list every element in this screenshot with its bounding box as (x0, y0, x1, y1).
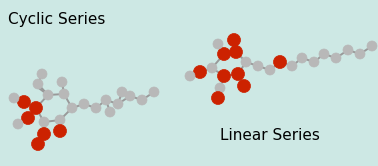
Circle shape (217, 47, 231, 60)
Circle shape (13, 119, 23, 129)
Circle shape (331, 53, 341, 63)
Circle shape (231, 68, 245, 81)
Circle shape (215, 83, 225, 93)
Circle shape (55, 115, 65, 125)
Circle shape (274, 55, 287, 69)
Circle shape (149, 87, 159, 97)
Circle shape (207, 63, 217, 73)
Circle shape (237, 80, 251, 92)
Circle shape (241, 57, 251, 67)
Circle shape (29, 101, 42, 115)
Circle shape (37, 127, 51, 140)
Circle shape (212, 91, 225, 105)
Circle shape (253, 61, 263, 71)
Circle shape (105, 107, 115, 117)
Circle shape (355, 49, 365, 59)
Circle shape (67, 103, 77, 113)
Circle shape (343, 45, 353, 55)
Circle shape (367, 41, 377, 51)
Circle shape (194, 66, 206, 79)
Circle shape (265, 65, 275, 75)
Circle shape (309, 57, 319, 67)
Circle shape (43, 90, 53, 100)
Circle shape (59, 89, 69, 99)
Circle shape (297, 53, 307, 63)
Text: Linear Series: Linear Series (220, 128, 320, 143)
Circle shape (101, 95, 111, 105)
Circle shape (31, 137, 45, 151)
Circle shape (54, 124, 67, 137)
Circle shape (217, 70, 231, 83)
Circle shape (319, 49, 329, 59)
Circle shape (117, 87, 127, 97)
Circle shape (33, 79, 43, 89)
Circle shape (228, 34, 240, 46)
Circle shape (125, 91, 135, 101)
Circle shape (22, 112, 34, 124)
Circle shape (137, 95, 147, 105)
Circle shape (39, 117, 49, 127)
Circle shape (229, 45, 243, 58)
Circle shape (185, 71, 195, 81)
Text: Cyclic Series: Cyclic Series (8, 12, 105, 27)
Circle shape (287, 61, 297, 71)
Circle shape (79, 99, 89, 109)
Circle shape (9, 93, 19, 103)
Circle shape (113, 99, 123, 109)
Circle shape (17, 95, 31, 109)
Circle shape (213, 39, 223, 49)
Circle shape (37, 69, 47, 79)
Circle shape (57, 77, 67, 87)
Circle shape (91, 103, 101, 113)
